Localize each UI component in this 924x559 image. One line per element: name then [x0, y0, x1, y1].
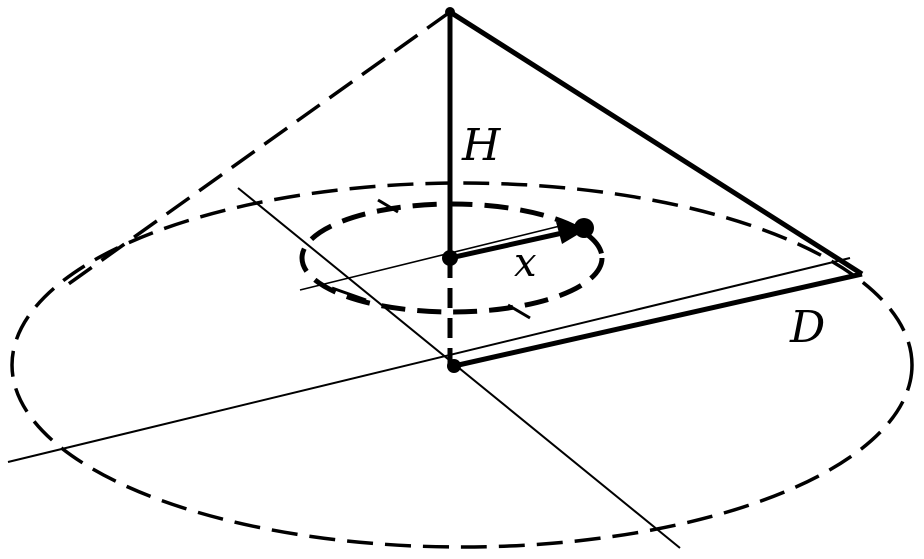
base-axis-line	[7, 257, 851, 463]
base-center-point	[447, 359, 461, 373]
inner-tick-right	[507, 303, 531, 320]
inner-center-point	[442, 250, 458, 266]
orbit-point	[574, 218, 594, 238]
radius-label: D	[789, 302, 825, 353]
height-label: H	[461, 120, 502, 171]
distance-vector	[449, 227, 577, 261]
inner-axis-line	[299, 225, 561, 291]
cone-left-edge	[58, 10, 452, 292]
cone-right-edge	[448, 9, 864, 277]
inner-tick-left	[377, 198, 399, 214]
apex-point	[445, 7, 455, 17]
radius-line	[453, 271, 863, 369]
distance-label: x	[514, 240, 537, 286]
inner-tick-bottom	[331, 286, 367, 302]
base-ellipse	[10, 181, 914, 549]
